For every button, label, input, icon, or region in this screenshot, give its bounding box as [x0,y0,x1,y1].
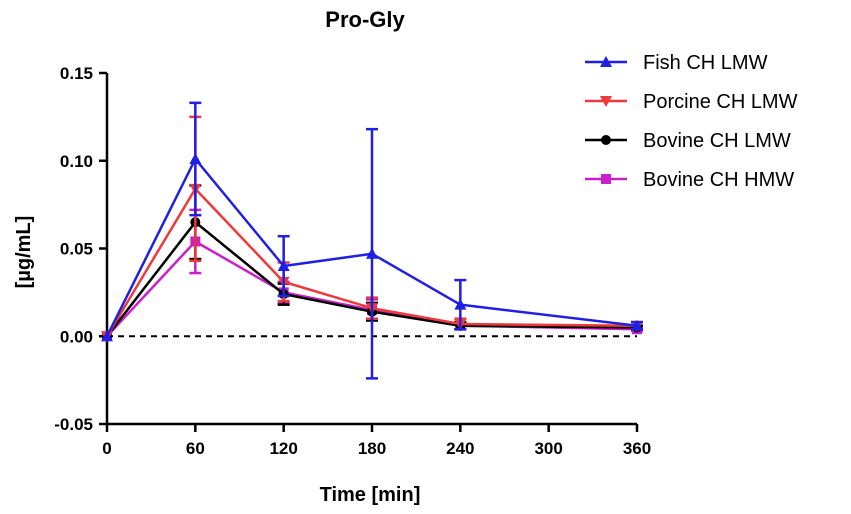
legend-item-bovine-ch-lmw: Bovine CH LMW [585,130,791,152]
legend-item-porcine-ch-lmw: Porcine CH LMW [585,91,798,113]
legend-label: Bovine CH HMW [643,169,794,191]
series-line [105,156,638,337]
data-point [454,298,467,310]
legend-label: Fish CH LMW [643,52,768,74]
series-line [106,220,638,338]
data-point [101,330,113,342]
legend-swatch-marker [601,135,611,145]
y-axis-label: [µg/mL] [13,216,35,289]
legend-swatch-marker [600,56,612,67]
series-fish-ch-lmw [101,101,643,380]
x-tick-label: 60 [186,439,205,458]
x-tick-label: 180 [358,439,386,458]
data-point [631,319,643,331]
legend-label: Bovine CH LMW [643,130,791,152]
chart-title: Pro-Gly [325,7,405,32]
y-tick-label: -0.05 [54,415,93,434]
x-axis-label: Time [min] [320,484,421,506]
x-tick-label: 360 [623,439,651,458]
legend-item-fish-ch-lmw: Fish CH LMW [585,52,768,74]
y-tick-label: 0.05 [60,240,93,259]
legend: Fish CH LMW Porcine CH LMW Bovine CH LMW Bo… [585,52,798,191]
y-tick-label: 0.10 [60,152,93,171]
legend-label: Porcine CH LMW [643,91,798,113]
legend-swatch-marker [600,96,612,107]
legend-swatch-marker [601,174,611,184]
x-tick-label: 240 [446,439,474,458]
y-tick-label: 0.15 [60,64,93,83]
y-tick-label: 0.00 [60,327,93,346]
x-tick-label: 0 [102,439,111,458]
data-point [189,152,202,164]
plot-area: -0.05 0.00 0.05 0.10 0.15 0 60 120 180 240 300 360 [54,64,651,458]
x-tick-label: 120 [269,439,297,458]
data-point [277,260,290,272]
data-point [366,247,378,259]
series-line [105,186,638,337]
x-tick-label: 300 [534,439,562,458]
legend-item-bovine-ch-hmw: Bovine CH HMW [585,169,794,191]
